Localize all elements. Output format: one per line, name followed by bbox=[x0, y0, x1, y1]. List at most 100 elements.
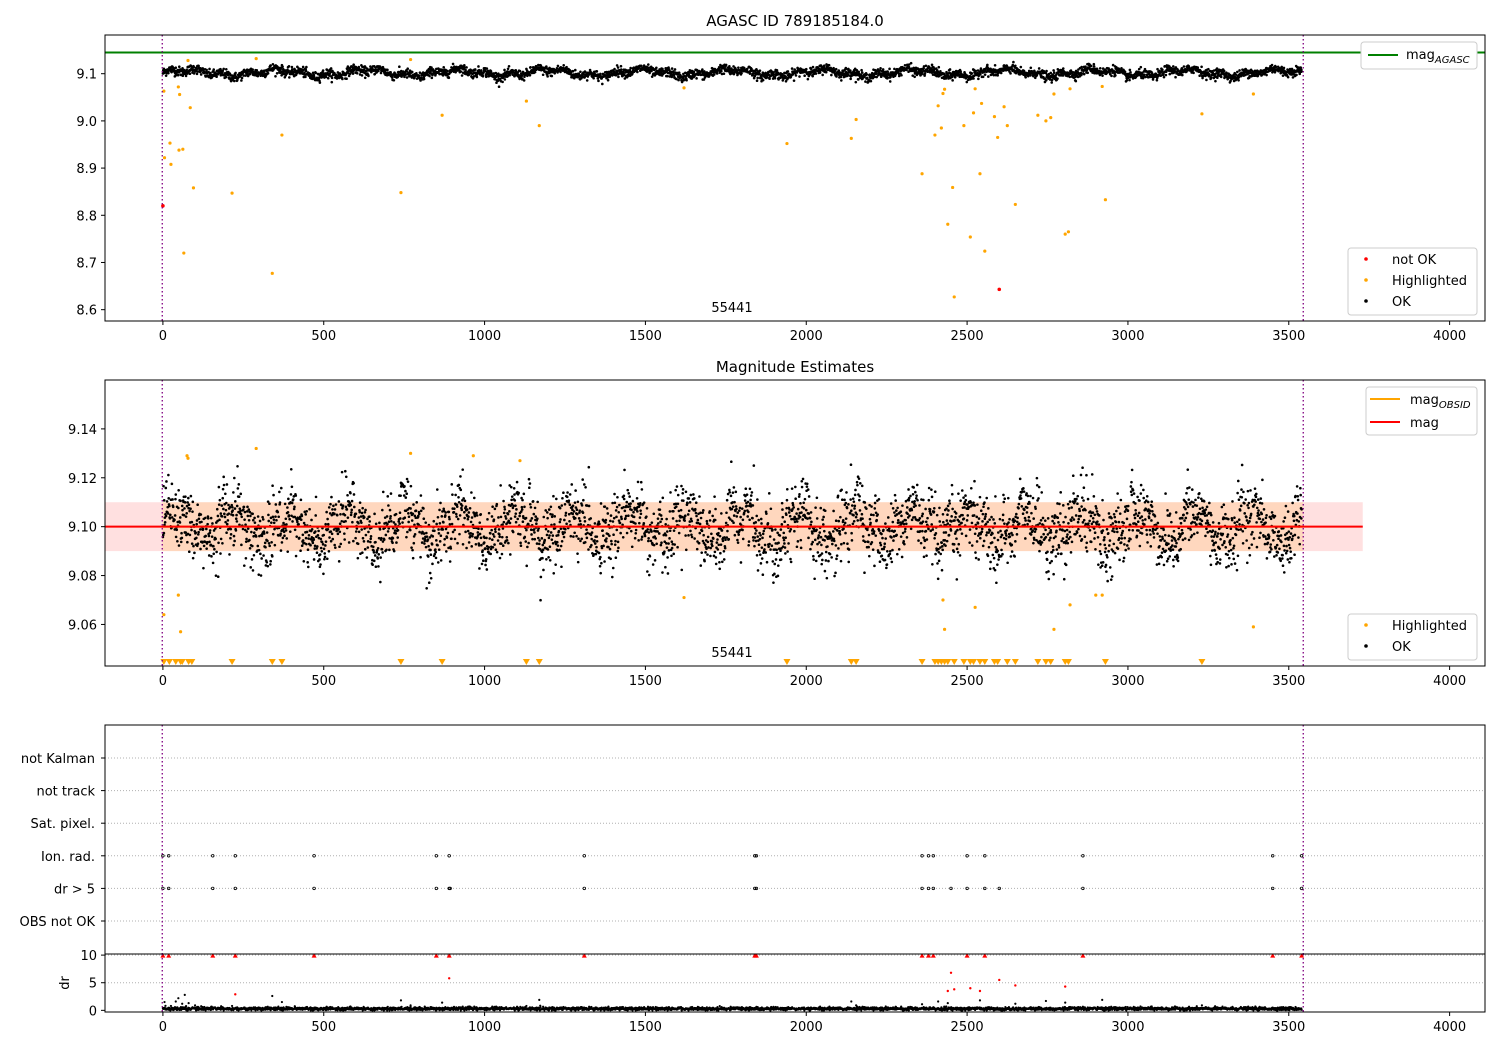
ok-point bbox=[276, 510, 280, 514]
ok-point bbox=[212, 544, 215, 548]
ok-point bbox=[356, 556, 360, 560]
ok-point bbox=[405, 492, 409, 496]
ok-point bbox=[220, 515, 224, 518]
ok-point bbox=[460, 508, 464, 512]
ok-point bbox=[889, 75, 892, 79]
ok-point bbox=[1282, 66, 1286, 70]
ok-point bbox=[184, 495, 187, 498]
ok-point bbox=[174, 66, 178, 70]
ok-point bbox=[951, 79, 954, 82]
highlighted-point bbox=[254, 56, 258, 61]
ok-point bbox=[532, 512, 536, 516]
ok-point bbox=[1049, 71, 1053, 75]
ok-point bbox=[821, 73, 824, 77]
ok-point bbox=[470, 545, 474, 548]
ok-point bbox=[340, 470, 344, 474]
ok-point bbox=[208, 540, 211, 544]
ok-point bbox=[215, 507, 219, 511]
ok-point bbox=[387, 527, 391, 530]
ok-point bbox=[329, 530, 333, 533]
ok-point bbox=[1044, 71, 1048, 75]
ok-point bbox=[281, 536, 285, 540]
ok-point bbox=[905, 68, 908, 72]
ok-point bbox=[317, 76, 321, 79]
ok-point bbox=[574, 506, 578, 509]
ok-point bbox=[677, 71, 681, 74]
ok-point bbox=[457, 500, 461, 504]
ok-point bbox=[724, 63, 728, 67]
ok-point bbox=[1061, 74, 1065, 77]
ok-point bbox=[177, 544, 181, 547]
ok-point bbox=[421, 530, 424, 534]
ok-point bbox=[538, 539, 541, 542]
ok-point bbox=[527, 522, 530, 526]
ok-point bbox=[560, 565, 563, 569]
ok-point bbox=[350, 508, 354, 512]
estimates-panel-title: Magnitude Estimates bbox=[716, 358, 874, 376]
ok-point bbox=[518, 533, 522, 536]
ok-point bbox=[410, 546, 413, 549]
ok-point bbox=[283, 534, 286, 538]
ok-point bbox=[1300, 70, 1303, 73]
ok-point bbox=[526, 545, 529, 549]
ok-point bbox=[722, 72, 726, 75]
ok-point bbox=[291, 498, 295, 501]
ok-point bbox=[206, 517, 210, 520]
ok-point bbox=[437, 532, 441, 535]
ok-point bbox=[221, 496, 225, 500]
ok-point bbox=[478, 567, 481, 570]
ok-point bbox=[196, 542, 200, 546]
ok-point bbox=[715, 72, 719, 75]
ok-point bbox=[338, 522, 342, 526]
ok-point bbox=[972, 74, 976, 78]
ok-point bbox=[344, 505, 348, 509]
ok-point bbox=[585, 79, 589, 82]
x-tick-label: 3000 bbox=[1111, 329, 1144, 344]
ok-point bbox=[1209, 76, 1213, 79]
ok-point bbox=[511, 506, 515, 510]
ok-point bbox=[437, 528, 440, 531]
ok-point bbox=[186, 501, 189, 504]
ok-point bbox=[419, 555, 422, 559]
ok-point bbox=[239, 509, 242, 513]
ok-point bbox=[483, 547, 487, 550]
ok-point bbox=[824, 70, 828, 74]
highlighted-point bbox=[399, 191, 403, 195]
ok-point bbox=[184, 531, 188, 534]
ok-point bbox=[530, 517, 534, 520]
ok-point bbox=[181, 508, 184, 512]
ok-point bbox=[983, 73, 987, 76]
ok-point bbox=[568, 493, 572, 496]
agasc-legend-top: magAGASC bbox=[1360, 41, 1478, 70]
ok-point bbox=[356, 542, 360, 546]
ok-point bbox=[544, 509, 547, 512]
ok-point bbox=[386, 522, 389, 526]
ok-point bbox=[389, 492, 393, 495]
ok-point bbox=[1291, 76, 1295, 79]
ok-point bbox=[447, 76, 451, 80]
ok-point bbox=[1219, 75, 1223, 79]
ok-point bbox=[551, 513, 554, 517]
ok-point bbox=[976, 69, 980, 72]
highlighted-point bbox=[942, 87, 947, 91]
ok-point bbox=[187, 496, 190, 500]
ok-point bbox=[1214, 79, 1217, 83]
ok-point bbox=[300, 544, 304, 547]
ok-point bbox=[923, 72, 927, 75]
highlighted-point bbox=[854, 117, 858, 122]
x-tick-label: 4000 bbox=[1433, 329, 1466, 344]
ok-point bbox=[391, 541, 394, 545]
ok-point bbox=[394, 512, 398, 516]
ok-point bbox=[827, 63, 831, 67]
ok-point bbox=[592, 76, 595, 80]
ok-point bbox=[410, 70, 414, 74]
ok-point bbox=[585, 528, 588, 531]
ok-point bbox=[329, 539, 333, 543]
ok-point bbox=[837, 69, 841, 72]
ok-point bbox=[514, 504, 517, 507]
ok-point bbox=[362, 516, 366, 519]
agasc-magnitude-panel: AGASC ID 789185184.0 8.68.78.88.99.09.1 … bbox=[76, 12, 1486, 344]
ok-point bbox=[737, 66, 740, 69]
ok-point bbox=[196, 533, 200, 536]
ok-point bbox=[537, 542, 541, 546]
